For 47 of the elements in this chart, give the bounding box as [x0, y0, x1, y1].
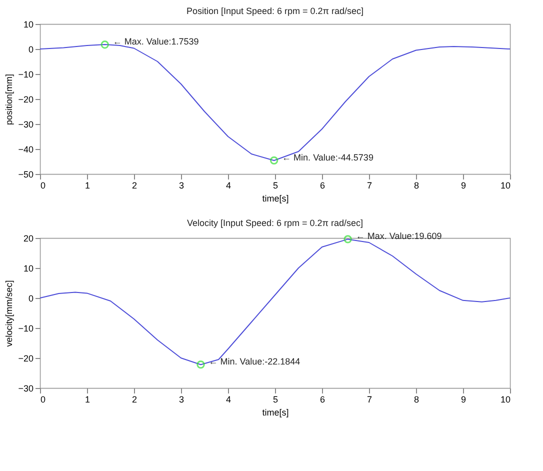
x-tick-label: 9 — [460, 394, 466, 404]
y-tick-label: −40 — [18, 144, 34, 154]
x-tick-label: 9 — [460, 180, 466, 190]
x-tick-label: 7 — [366, 180, 372, 190]
y-tick-label: −20 — [18, 354, 34, 364]
chart-title: Velocity [Input Speed: 6 rpm = 0.2π rad/sec] — [186, 218, 364, 228]
y-tick-label: 20 — [23, 234, 34, 244]
y-tick-label: 0 — [28, 294, 34, 304]
x-tick-label: 10 — [500, 394, 510, 404]
x-tick-label: 10 — [500, 180, 510, 190]
x-tick-label: 7 — [366, 394, 372, 404]
y-tick-label: −50 — [18, 170, 34, 180]
y-tick-label: −10 — [18, 324, 34, 334]
x-tick-label: 0 — [40, 180, 46, 190]
x-tick-label: 4 — [226, 180, 232, 190]
annotation: ← Min. Value:-44.5739 — [282, 152, 374, 162]
x-tick-label: 2 — [132, 180, 138, 190]
x-tick-label: 3 — [178, 180, 184, 190]
y-tick-label: 0 — [28, 44, 34, 54]
y-tick-label: −30 — [18, 120, 34, 130]
x-tick-label: 8 — [414, 180, 420, 190]
x-tick-label: 5 — [272, 394, 278, 404]
x-tick-label: 0 — [40, 394, 46, 404]
x-tick-label: 3 — [178, 394, 184, 404]
annotation: ← Max. Value:19.609 — [356, 231, 442, 242]
y-tick-label: −20 — [18, 94, 34, 104]
y-tick-label: 10 — [23, 264, 34, 274]
x-tick-label: 4 — [226, 394, 232, 404]
x-tick-label: 8 — [414, 394, 420, 404]
annotation: ← Max. Value:1.7539 — [112, 36, 199, 47]
line-series — [40, 238, 510, 366]
annotation: ← Min. Value:-22.1844 — [208, 356, 300, 367]
x-tick-label: 6 — [320, 180, 326, 190]
y-tick-label: −10 — [18, 70, 34, 80]
x-tick-label: 2 — [132, 394, 138, 404]
x-axis-title: time[s] — [262, 408, 289, 418]
y-tick-label: −30 — [18, 384, 34, 394]
y-axis-title: position[mm] — [4, 74, 14, 126]
x-tick-label: 6 — [320, 394, 326, 404]
chart-title: Position [Input Speed: 6 rpm = 0.2π rad/sec] — [186, 6, 364, 16]
y-axis-title: velocity[mm/sec] — [4, 280, 14, 347]
x-tick-label: 1 — [84, 180, 90, 190]
x-axis-title: time[s] — [262, 194, 289, 204]
line-series — [40, 44, 510, 161]
x-tick-label: 1 — [84, 394, 90, 404]
y-tick-label: 10 — [23, 20, 34, 30]
x-tick-label: 5 — [272, 180, 278, 190]
